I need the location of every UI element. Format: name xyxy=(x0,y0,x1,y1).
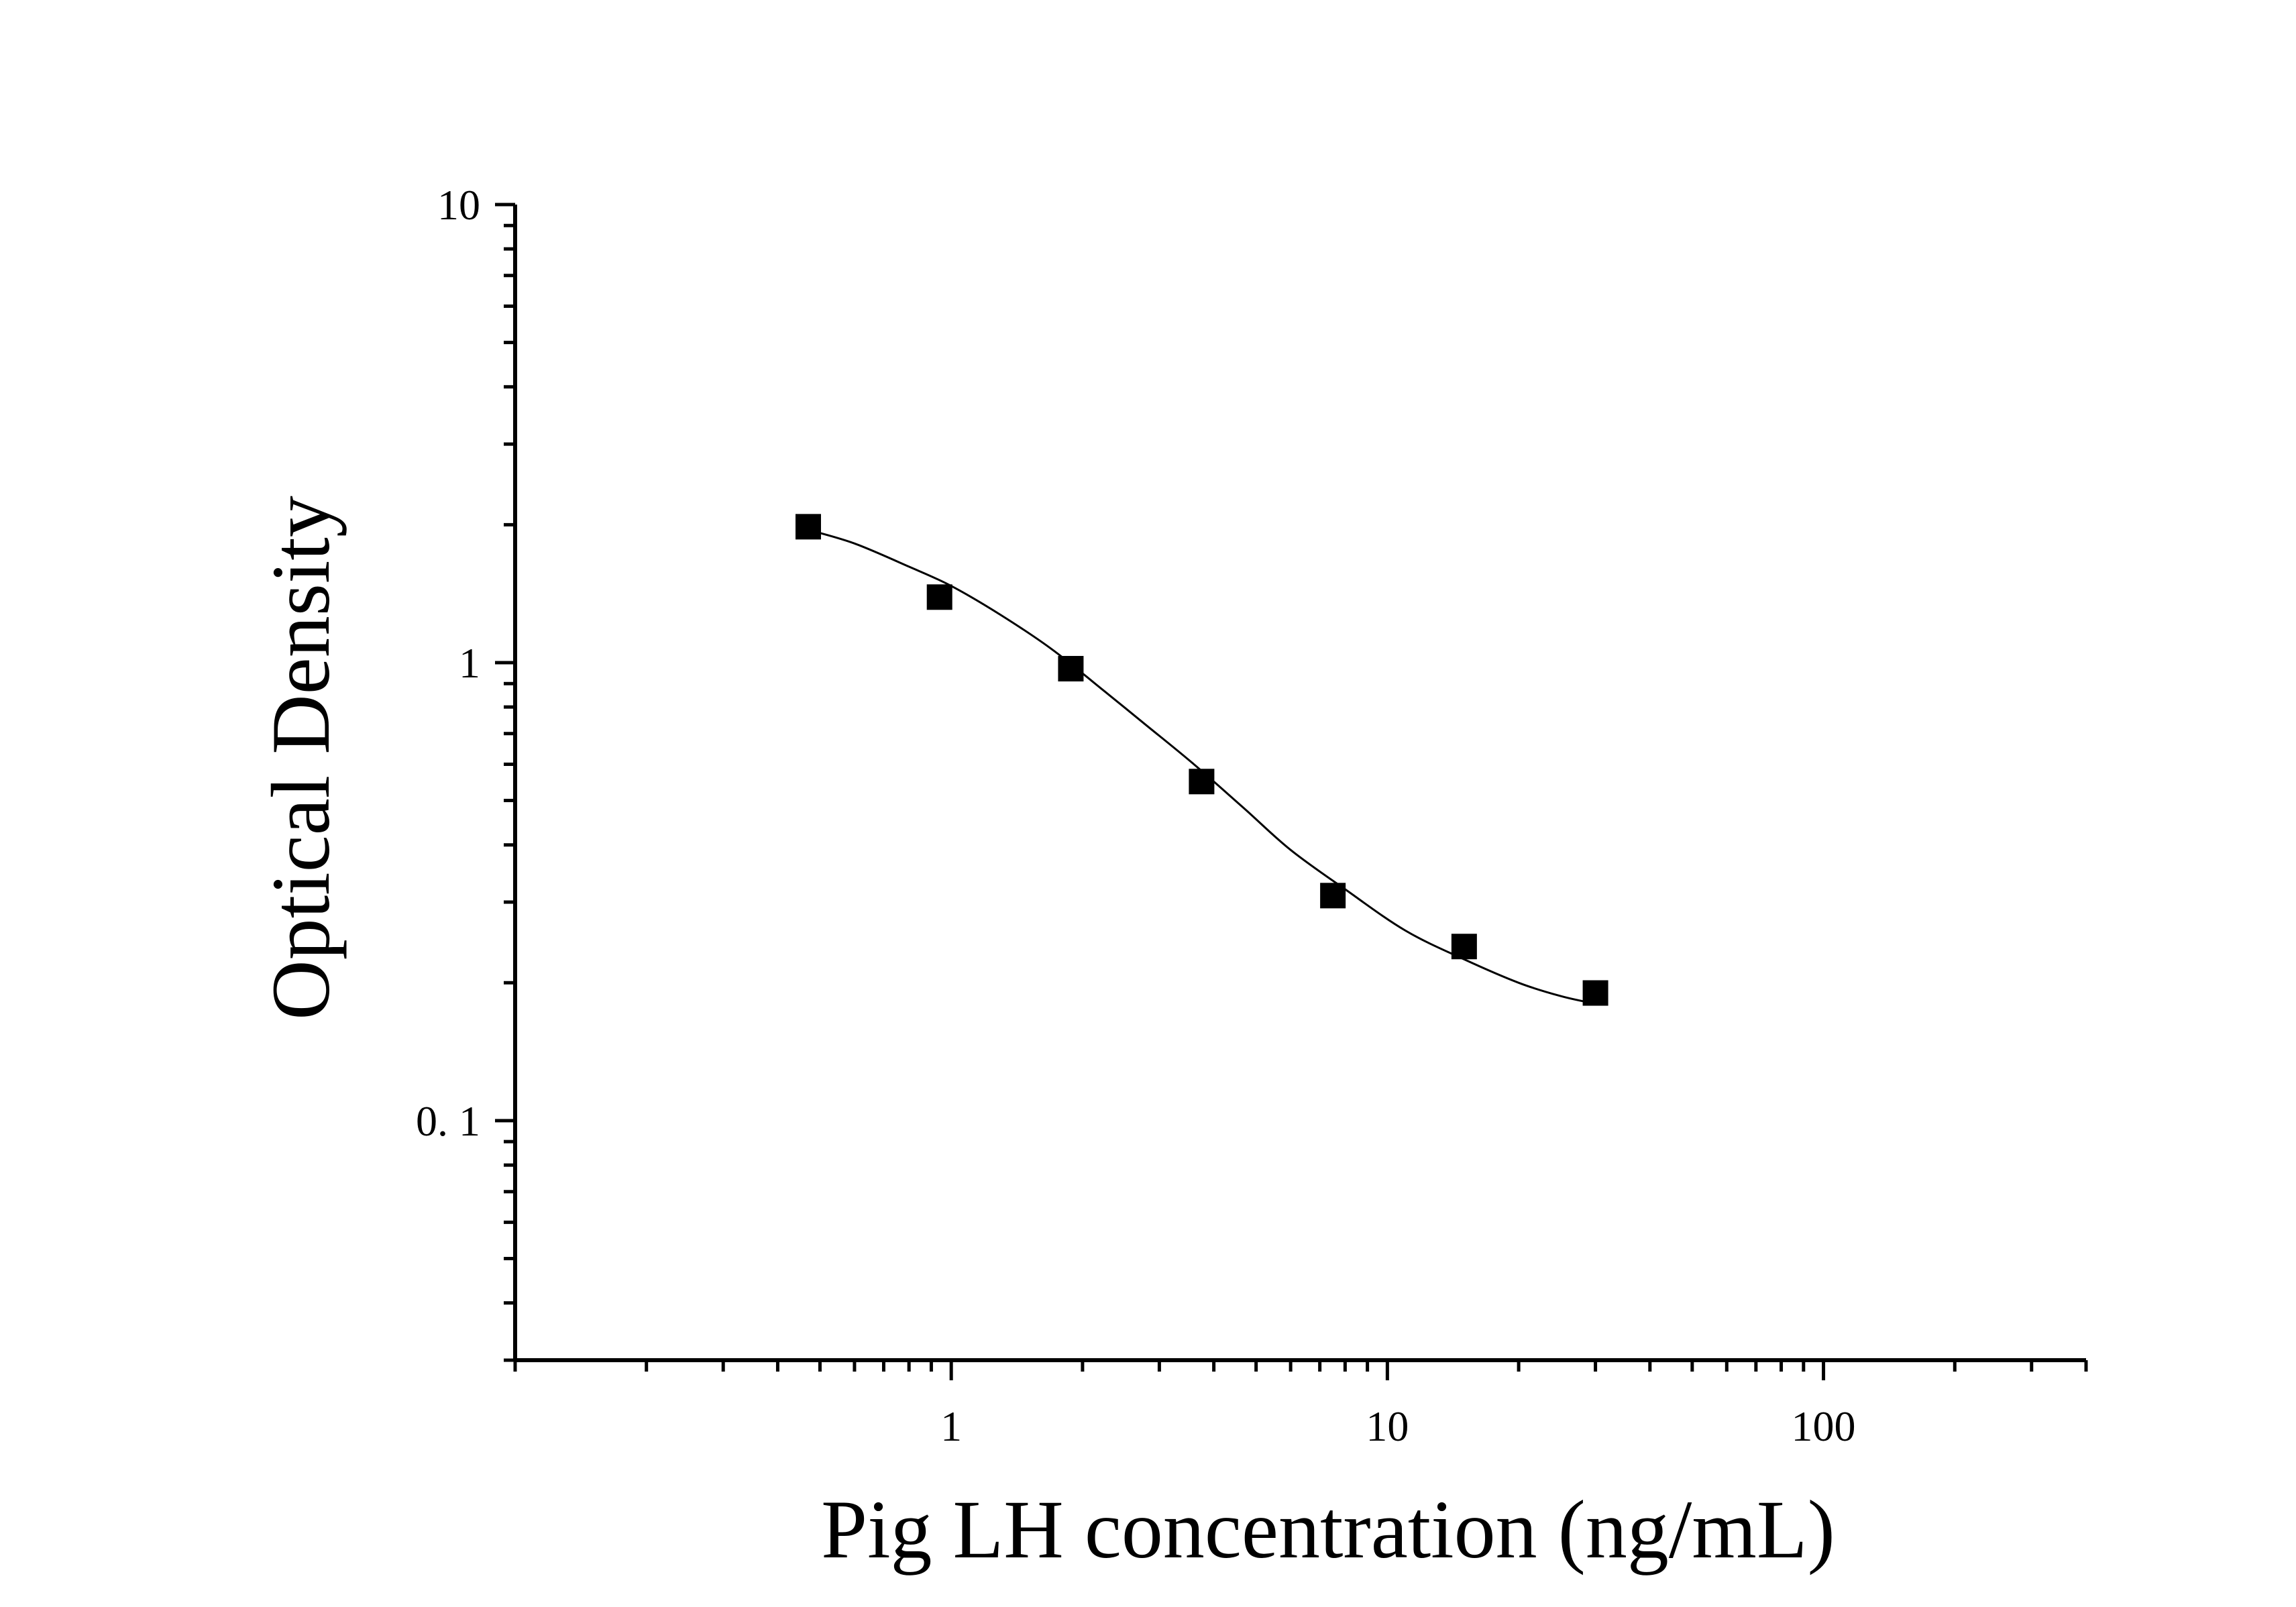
data-point xyxy=(1058,655,1084,681)
y-tick-label: 10 xyxy=(437,181,480,229)
data-point xyxy=(1189,769,1215,795)
tick-labels: 0. 1 1 10 1 10 100 xyxy=(416,181,1856,1450)
fit-curve-group xyxy=(808,529,1596,1005)
axes xyxy=(513,205,2086,1362)
data-point xyxy=(1582,980,1608,1006)
data-point xyxy=(1451,934,1477,960)
y-tick-label: 1 xyxy=(459,639,480,687)
data-point xyxy=(926,584,952,610)
fit-curve xyxy=(808,529,1596,1005)
data-point xyxy=(795,514,821,540)
x-tick-label: 10 xyxy=(1366,1402,1409,1450)
data-points xyxy=(795,514,1608,1006)
y-tick-label: 0. 1 xyxy=(416,1097,480,1145)
x-tick-label: 100 xyxy=(1792,1402,1856,1450)
y-axis-title: Optical Density xyxy=(255,496,347,1020)
data-point xyxy=(1320,883,1346,909)
x-axis-title: Pig LH concentration (ng/mL) xyxy=(821,1484,1835,1575)
x-tick-label: 1 xyxy=(940,1402,962,1450)
tick-marks xyxy=(495,203,2088,1380)
